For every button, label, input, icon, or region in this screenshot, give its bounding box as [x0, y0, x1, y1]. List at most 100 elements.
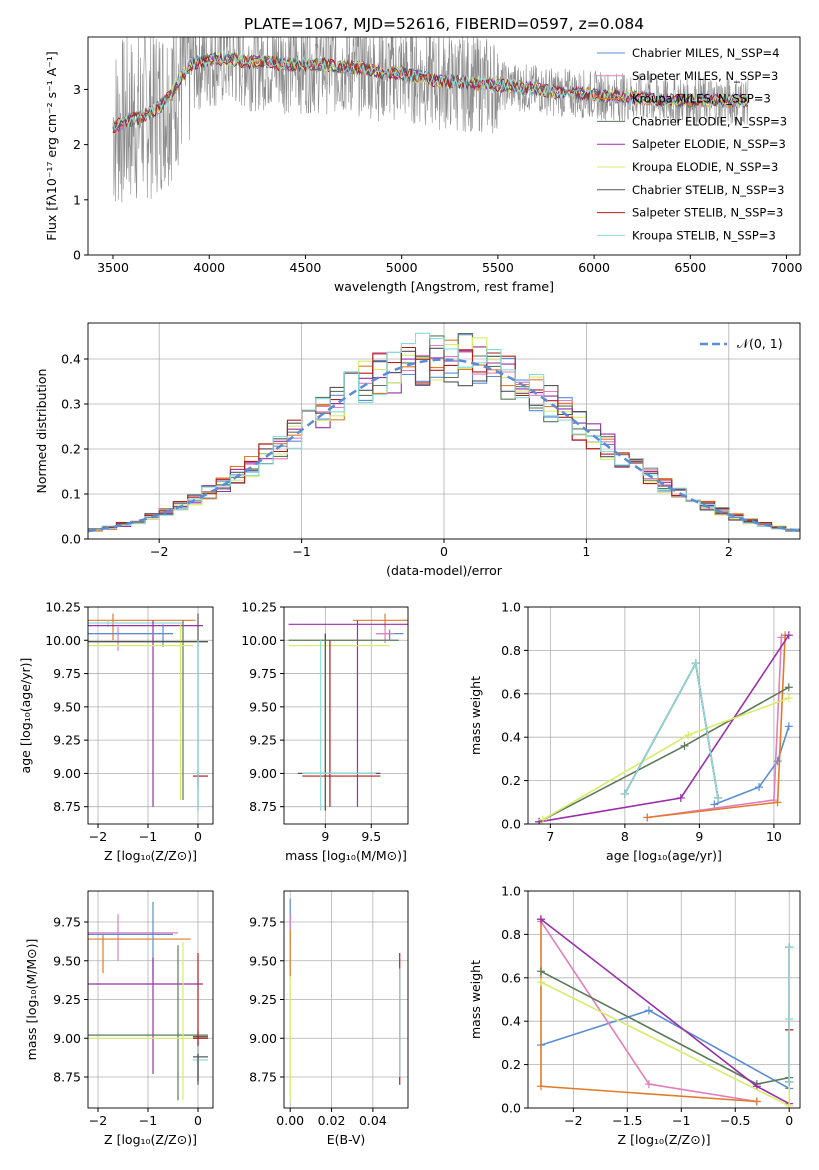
y-tick-label: 8.75 [249, 799, 277, 814]
plot-area [88, 613, 208, 811]
y-tick-label: 0.4 [61, 352, 81, 367]
x-tick-label: 2 [725, 544, 733, 559]
y-tick-label: 0.0 [61, 532, 81, 547]
y-tick-label: 9.50 [249, 953, 277, 968]
residual-histogram-panel: −2 −1 0 1 2 0.0 0.1 0.2 0.3 0.4 (data-model)/error… [34, 322, 801, 578]
axes-frame [283, 606, 409, 825]
plot-area [88, 901, 208, 1101]
weight-vs-age-panel: 7 8 9 10 0.0 0.2 0.4 0.6 0.8 1.0 age [log₁₀(age/yr… [468, 600, 801, 863]
plot-area [288, 613, 408, 811]
y-axis-label: mass weight [468, 676, 483, 755]
axes-frame [87, 606, 214, 825]
plot-area [536, 915, 794, 1108]
x-tick-label: 10 [766, 829, 782, 844]
model-spectrum-line [112, 54, 749, 133]
legend-label: Salpeter STELIB, N_SSP=3 [632, 206, 783, 220]
x-tick-label: −1 [139, 1113, 157, 1128]
legend-label: Kroupa MILES, N_SSP=3 [632, 92, 771, 106]
y-axis-label: mass weight [468, 960, 483, 1039]
x-tick-label: 9 [695, 829, 703, 844]
x-axis-label: Z [log₁₀(Z/Z⊙)] [104, 848, 197, 863]
x-axis-label: age [log₁₀(age/yr)] [606, 848, 722, 863]
x-tick-label: 4000 [193, 260, 225, 275]
y-tick-label: 0.2 [501, 1057, 521, 1072]
y-tick-label: 1.0 [501, 884, 521, 899]
x-tick-label: −1 [139, 829, 157, 844]
x-tick-label: 7 [546, 829, 554, 844]
weight-vs-metallicity-panel: −2 −1.5 −1 −0.5 0 0.0 0.2 0.4 0.6 0.8 1.0 Z [log₁₀(… [468, 884, 801, 1147]
mass-vs-ebv-panel: 0.00 0.02 0.04 8.75 9.00 9.25 9.50 9.75 E(B-V) [249, 890, 409, 1147]
axes-frame [527, 890, 801, 1109]
residual-legend: 𝒩(0, 1) [700, 336, 783, 351]
y-tick-label: 0.1 [61, 487, 81, 502]
x-tick-label: 5000 [386, 260, 418, 275]
plot-area [88, 332, 800, 533]
y-tick-label: 9.00 [249, 766, 277, 781]
legend-label: Salpeter ELODIE, N_SSP=3 [632, 137, 786, 151]
residual-histogram-step [88, 346, 800, 531]
x-tick-label: −0.5 [720, 1113, 750, 1128]
legend-label: Kroupa ELODIE, N_SSP=3 [632, 160, 778, 174]
y-tick-label: 3 [73, 82, 81, 97]
y-tick-label: 9.00 [53, 766, 81, 781]
y-tick-label: 0.6 [501, 970, 521, 985]
y-tick-label: 0.4 [501, 730, 521, 745]
legend-label: 𝒩(0, 1) [737, 336, 783, 351]
y-tick-label: 9.50 [53, 699, 81, 714]
y-tick-label: 0.3 [61, 397, 81, 412]
normal-curve-line [88, 358, 800, 533]
y-tick-label: 9.25 [53, 992, 81, 1007]
y-tick-label: 8.75 [249, 1070, 277, 1085]
x-axis-label: E(B-V) [327, 1132, 366, 1147]
x-tick-label: 4500 [290, 260, 322, 275]
model-spectrum-line [112, 52, 749, 131]
y-axis-label: mass [log₁₀(M/M⊙)] [24, 939, 39, 1061]
y-tick-label: 1 [73, 192, 81, 207]
x-tick-label: 6000 [578, 260, 610, 275]
y-tick-label: 0.4 [501, 1014, 521, 1029]
x-tick-label: 1 [582, 544, 590, 559]
y-tick-label: 0.2 [61, 442, 81, 457]
age-vs-metallicity-panel: −2 −1 0 8.75 9.00 9.25 9.50 9.75 10.00 10.25 Z [lo… [18, 600, 214, 863]
y-tick-label: 0.0 [501, 817, 521, 832]
y-tick-label: 10.00 [45, 633, 81, 648]
spectrum-legend: Chabrier MILES, N_SSP=4 Salpeter MILES, N… [597, 46, 787, 242]
y-tick-label: 8.75 [53, 799, 81, 814]
x-axis-label: Z [log₁₀(Z/Z⊙)] [104, 1132, 197, 1147]
y-tick-label: 8.75 [53, 1070, 81, 1085]
y-axis-label: Flux [fλ10⁻¹⁷ erg cm⁻² s⁻¹ A⁻¹] [44, 51, 59, 240]
x-tick-label: −2 [89, 1113, 107, 1128]
y-tick-label: 9.00 [249, 1031, 277, 1046]
y-tick-label: 1.0 [501, 600, 521, 615]
legend-label: Chabrier STELIB, N_SSP=3 [632, 183, 784, 197]
x-tick-label: −2 [89, 829, 107, 844]
x-tick-label: 0 [785, 1113, 793, 1128]
x-tick-label: 0.04 [359, 1113, 387, 1128]
y-tick-label: 0.2 [501, 773, 521, 788]
y-tick-label: 0 [73, 248, 81, 263]
legend-label: Kroupa STELIB, N_SSP=3 [632, 228, 776, 242]
x-tick-label: 3500 [97, 260, 129, 275]
y-tick-label: 0.0 [501, 1101, 521, 1116]
x-axis-label: (data-model)/error [386, 563, 503, 578]
y-tick-label: 0.6 [501, 686, 521, 701]
x-tick-label: 9 [321, 829, 329, 844]
x-tick-label: 5500 [482, 260, 514, 275]
y-tick-label: 0.8 [501, 643, 521, 658]
legend-label: Chabrier MILES, N_SSP=4 [632, 46, 779, 60]
x-tick-label: 0 [440, 544, 448, 559]
y-tick-label: 9.25 [53, 733, 81, 748]
y-tick-label: 9.00 [53, 1031, 81, 1046]
y-tick-label: 9.50 [249, 699, 277, 714]
x-tick-label: −1.5 [612, 1113, 642, 1128]
legend-label: Salpeter MILES, N_SSP=3 [632, 69, 778, 83]
y-tick-label: 9.25 [249, 992, 277, 1007]
spectrum-panel: 3500 4000 4500 5000 5500 6000 6500 7000 0 1 2 3 wave… [44, 36, 802, 294]
axes-frame [87, 36, 801, 256]
x-tick-label: 6500 [674, 260, 706, 275]
x-axis-label: mass [log₁₀(M/M⊙)] [285, 848, 407, 863]
x-axis-label: Z [log₁₀(Z/Z⊙)] [618, 1132, 711, 1147]
plot-area [535, 631, 793, 824]
y-tick-label: 9.25 [249, 733, 277, 748]
x-tick-label: 0.02 [318, 1113, 346, 1128]
